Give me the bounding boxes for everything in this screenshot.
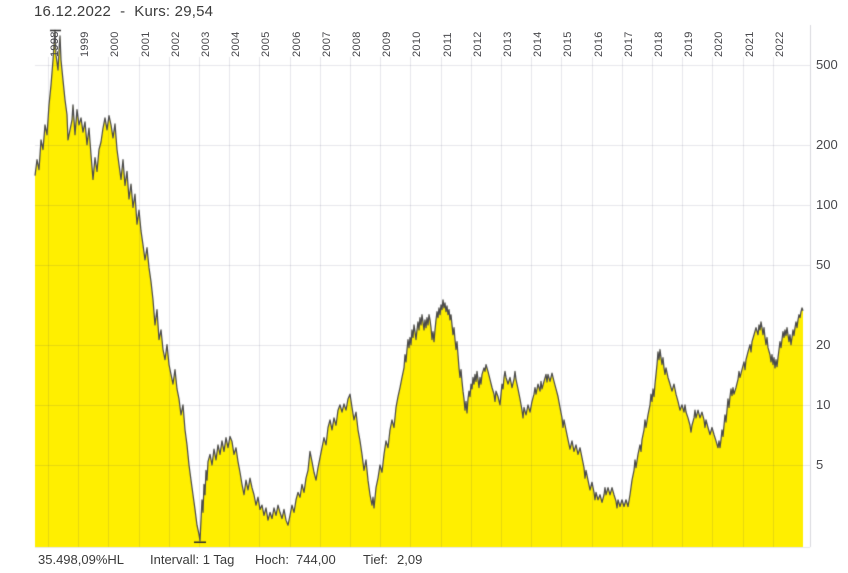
y-axis-tick-label: 100 [816,196,838,212]
x-axis-year-label: 2009 [381,31,394,57]
y-axis-tick-label: 10 [816,396,831,412]
x-axis-year-label: 2004 [230,31,243,57]
y-axis-tick-label: 500 [816,57,838,72]
chart-header: 16.12.2022- Kurs: 29,54 [34,3,213,20]
x-axis-year-label: 2003 [200,31,212,57]
y-axis-tick-label: 50 [816,257,831,272]
y-axis-tick-label: 20 [816,336,831,352]
x-axis-year-label: 2010 [411,31,424,57]
y-axis-tick-label: 5 [816,457,824,472]
header-last-price: Kurs: 29,54 [134,3,214,20]
status-high-value: 744,00 [296,552,336,567]
status-low-value: 2,09 [397,552,423,567]
x-axis-year-label: 2020 [713,31,726,57]
status-high-label: Hoch: [255,552,289,567]
x-axis-year-label: 1999 [79,31,92,57]
x-axis-year-label: 2015 [562,31,575,57]
x-axis-year-label: 2018 [653,31,665,57]
x-axis-year-label: 2016 [592,31,605,57]
x-axis-year-label: 2000 [109,31,122,57]
x-axis-year-label: 2017 [622,31,635,57]
x-axis-year-label: 2019 [683,31,696,57]
x-axis-year-label: 2022 [773,31,786,57]
x-axis-year-label: 2006 [290,31,303,57]
x-axis-year-label: 2002 [169,31,182,57]
header-date: 16.12.2022 [34,3,112,20]
status-change-hl: 35.498,09%HL [38,552,125,567]
x-axis-year-label: 2001 [139,31,152,57]
status-low-label: Tief: [363,552,388,567]
header-separator: - [120,3,126,20]
x-axis-year-label: 1998 [49,31,61,57]
y-axis-tick-label: 200 [816,136,838,152]
x-axis-year-label: 2021 [743,31,756,57]
x-axis-year-label: 2008 [351,31,363,57]
status-interval: Intervall: 1 Tag [150,552,235,567]
x-axis-year-label: 2011 [441,32,454,57]
x-axis-year-label: 2007 [320,31,333,57]
x-axis-year-label: 2005 [260,31,273,57]
x-axis-year-label: 2014 [532,31,545,57]
x-axis-year-label: 2013 [502,31,514,57]
x-axis-year-label: 2012 [471,31,484,57]
